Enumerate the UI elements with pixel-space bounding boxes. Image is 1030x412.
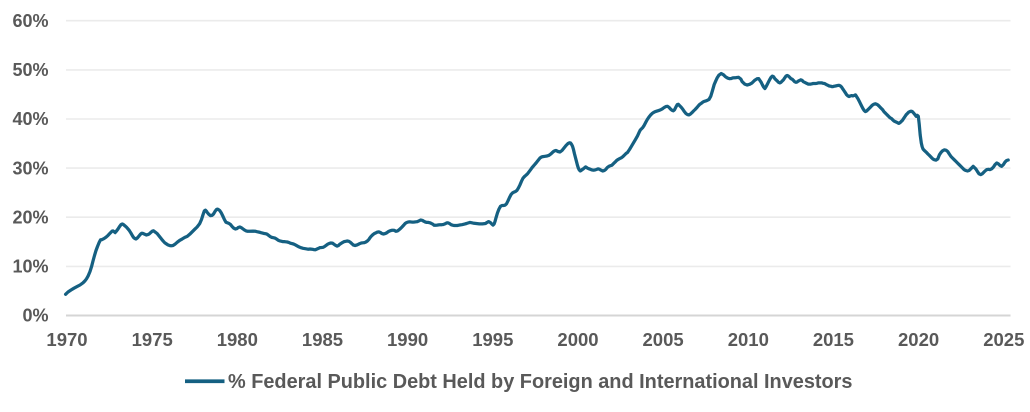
svg-text:2000: 2000: [557, 329, 598, 350]
svg-text:% Federal Public Debt Held by: % Federal Public Debt Held by Foreign an…: [228, 371, 852, 393]
svg-text:40%: 40%: [12, 109, 48, 129]
svg-text:50%: 50%: [12, 60, 48, 80]
svg-text:2010: 2010: [728, 329, 769, 350]
svg-text:1985: 1985: [302, 329, 343, 350]
svg-text:1975: 1975: [132, 329, 173, 350]
svg-text:20%: 20%: [12, 207, 48, 227]
svg-text:2020: 2020: [898, 329, 939, 350]
svg-text:1980: 1980: [217, 329, 258, 350]
svg-text:10%: 10%: [12, 257, 48, 277]
svg-text:30%: 30%: [12, 158, 48, 178]
svg-text:2005: 2005: [643, 329, 684, 350]
svg-text:1970: 1970: [46, 329, 87, 350]
svg-text:0%: 0%: [22, 306, 48, 326]
svg-text:1995: 1995: [472, 329, 513, 350]
svg-text:2015: 2015: [813, 329, 854, 350]
svg-text:1990: 1990: [387, 329, 428, 350]
svg-text:60%: 60%: [12, 11, 48, 31]
svg-text:2025: 2025: [983, 329, 1024, 350]
